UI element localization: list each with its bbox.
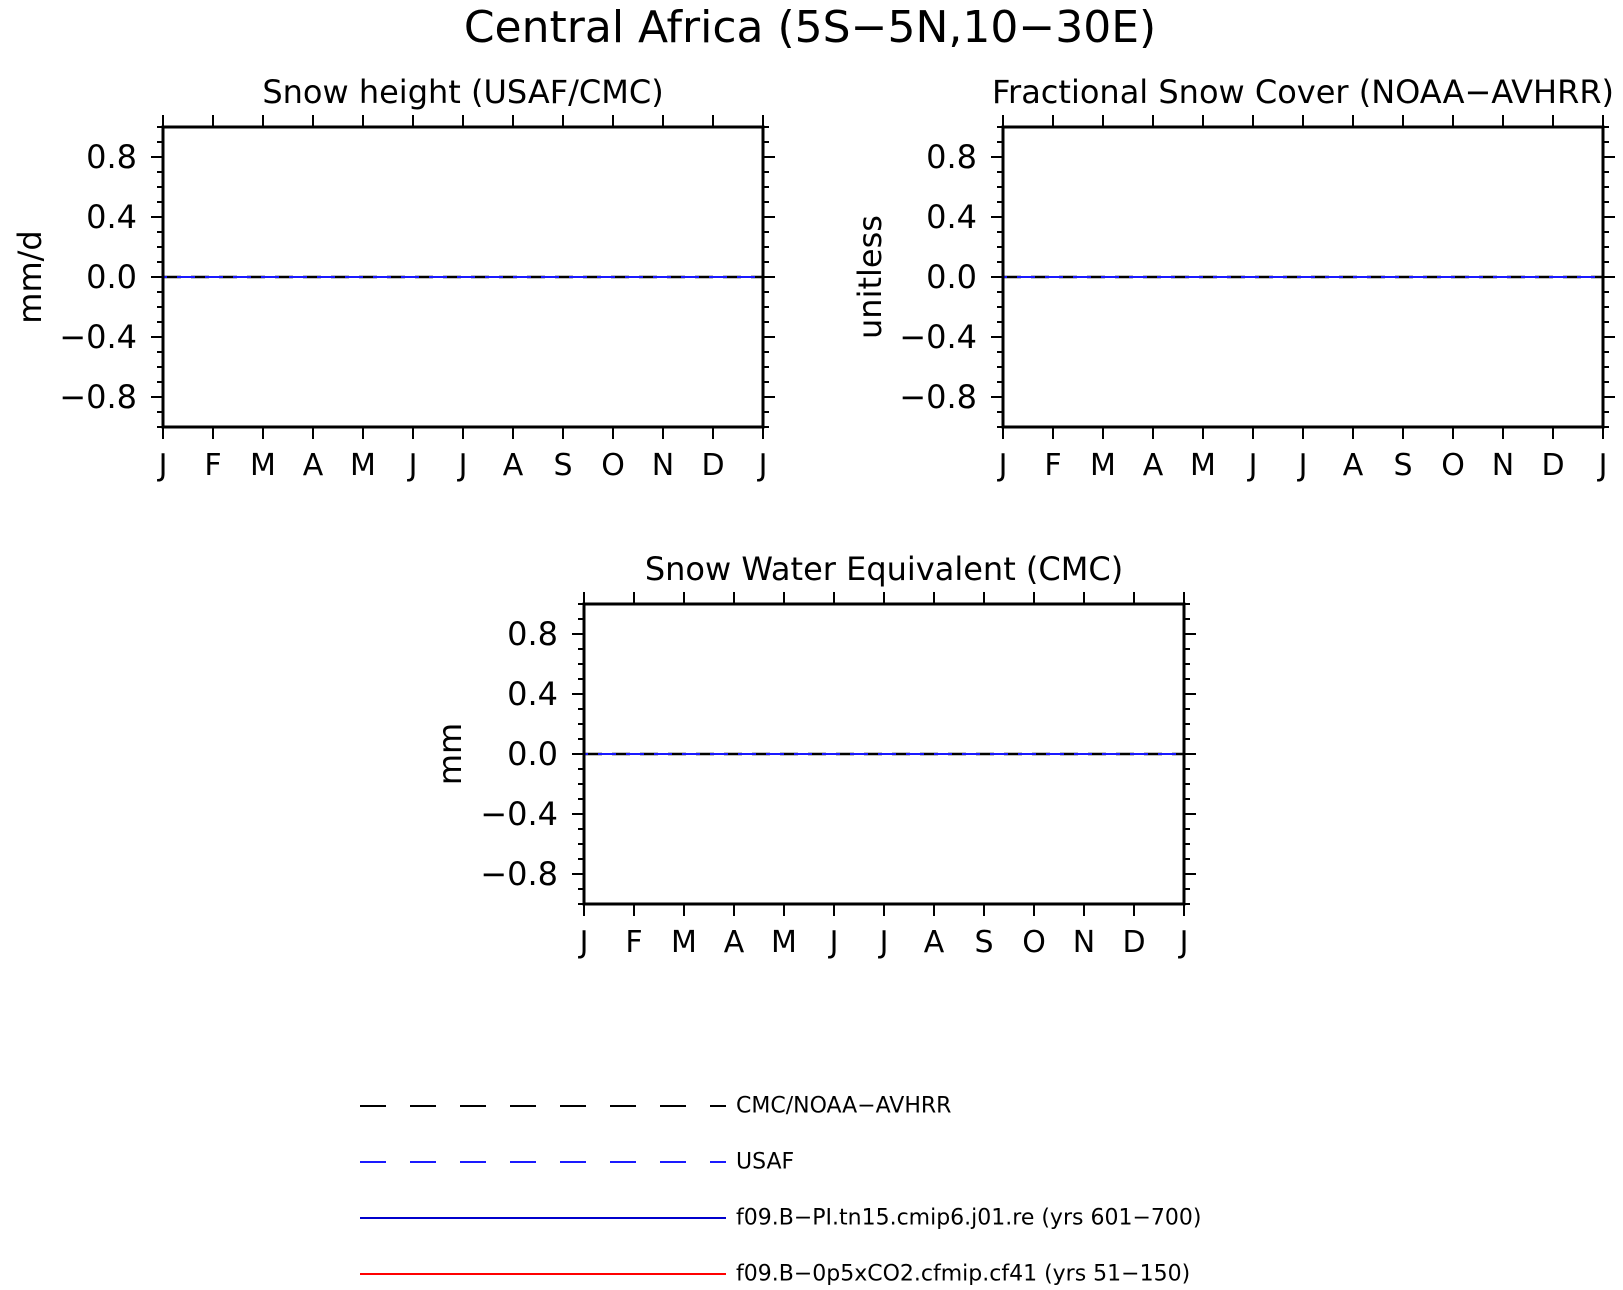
x-tick-label: N — [1492, 448, 1514, 483]
x-tick-label: J — [878, 925, 889, 960]
x-tick-label: F — [1044, 448, 1061, 483]
legend-item: f09.B−0p5xCO2.cfmip.cf41 (yrs 51−150) — [360, 1262, 1190, 1287]
y-tick-label: 0.0 — [86, 258, 137, 296]
x-tick-label: J — [1297, 448, 1308, 483]
y-axis-label: unitless — [851, 215, 889, 339]
y-tick-label: 0.8 — [86, 138, 137, 176]
legend: CMC/NOAA−AVHRR USAF f09.B−PI.tn15.cmip6.j0… — [360, 1094, 1201, 1287]
x-tick-label: D — [701, 448, 724, 483]
x-tick-label: J — [578, 925, 589, 960]
y-tick-label: 0.4 — [507, 675, 558, 713]
x-tick-label: J — [1247, 448, 1258, 483]
x-tick-label: D — [1122, 925, 1145, 960]
x-tick-label: J — [757, 448, 768, 483]
x-tick-label: J — [828, 925, 839, 960]
x-tick-label: F — [204, 448, 221, 483]
y-axis-label: mm — [431, 723, 469, 785]
x-tick-label: A — [1143, 448, 1164, 483]
x-tick-label: M — [771, 925, 797, 960]
x-tick-label: F — [625, 925, 642, 960]
chart-panel-1: Snow height (USAF/CMC) mm/d 0.8 0.4 0.0 −0.4 −… — [11, 73, 775, 483]
legend-label: f09.B−PI.tn15.cmip6.j01.re (yrs 601−700) — [736, 1206, 1201, 1231]
x-tick-label: M — [250, 448, 276, 483]
x-tick-label: M — [350, 448, 376, 483]
panel-title: Fractional Snow Cover (NOAA−AVHRR) — [992, 73, 1614, 111]
legend-item: CMC/NOAA−AVHRR — [360, 1094, 951, 1119]
y-tick-label: −0.8 — [899, 378, 977, 416]
y-tick-label: 0.0 — [926, 258, 977, 296]
y-tick-label: −0.4 — [899, 318, 977, 356]
x-tick-label: N — [652, 448, 674, 483]
chart-panels: Snow height (USAF/CMC) mm/d 0.8 0.4 0.0 −0.4 −… — [11, 73, 1615, 960]
x-tick-label: N — [1073, 925, 1095, 960]
x-tick-label: A — [924, 925, 945, 960]
x-tick-label: J — [1597, 448, 1608, 483]
x-tick-label: J — [1178, 925, 1189, 960]
x-tick-label: S — [1393, 448, 1412, 483]
y-tick-label: 0.8 — [926, 138, 977, 176]
x-tick-label: A — [503, 448, 524, 483]
x-tick-label: J — [157, 448, 168, 483]
y-tick-label: −0.4 — [59, 318, 137, 356]
x-tick-label: M — [1190, 448, 1216, 483]
y-tick-label: −0.8 — [480, 855, 558, 893]
plot-frame — [582, 602, 1186, 906]
legend-label: CMC/NOAA−AVHRR — [736, 1094, 951, 1119]
x-tick-label: S — [553, 448, 572, 483]
x-tick-label: O — [601, 448, 625, 483]
x-tick-label: D — [1541, 448, 1564, 483]
x-tick-label: J — [997, 448, 1008, 483]
x-tick-label: S — [974, 925, 993, 960]
legend-item: USAF — [360, 1150, 794, 1175]
y-tick-label: 0.8 — [507, 615, 558, 653]
plot-frame — [1001, 125, 1605, 429]
x-tick-label: M — [671, 925, 697, 960]
figure-title: Central Africa (5S−5N,10−30E) — [464, 2, 1156, 53]
y-axis-label: mm/d — [11, 230, 49, 323]
x-tick-label: J — [457, 448, 468, 483]
legend-item: f09.B−PI.tn15.cmip6.j01.re (yrs 601−700) — [360, 1206, 1201, 1231]
y-tick-label: −0.8 — [59, 378, 137, 416]
panel-title: Snow height (USAF/CMC) — [262, 73, 663, 111]
chart-panel-2: Fractional Snow Cover (NOAA−AVHRR) unitle… — [851, 73, 1615, 483]
y-tick-label: −0.4 — [480, 795, 558, 833]
panel-title: Snow Water Equivalent (CMC) — [645, 550, 1123, 588]
y-tick-label: 0.0 — [507, 735, 558, 773]
chart-panel-3: Snow Water Equivalent (CMC) mm 0.8 0.4 0.0 −0… — [431, 550, 1196, 960]
legend-label: f09.B−0p5xCO2.cfmip.cf41 (yrs 51−150) — [736, 1262, 1190, 1287]
x-tick-label: M — [1090, 448, 1116, 483]
x-tick-label: A — [724, 925, 745, 960]
plot-frame — [161, 125, 765, 429]
legend-label: USAF — [736, 1150, 794, 1175]
y-tick-label: 0.4 — [926, 198, 977, 236]
x-tick-label: O — [1441, 448, 1465, 483]
y-tick-label: 0.4 — [86, 198, 137, 236]
x-tick-label: A — [303, 448, 324, 483]
x-tick-label: A — [1343, 448, 1364, 483]
x-tick-label: O — [1022, 925, 1046, 960]
x-tick-label: J — [407, 448, 418, 483]
